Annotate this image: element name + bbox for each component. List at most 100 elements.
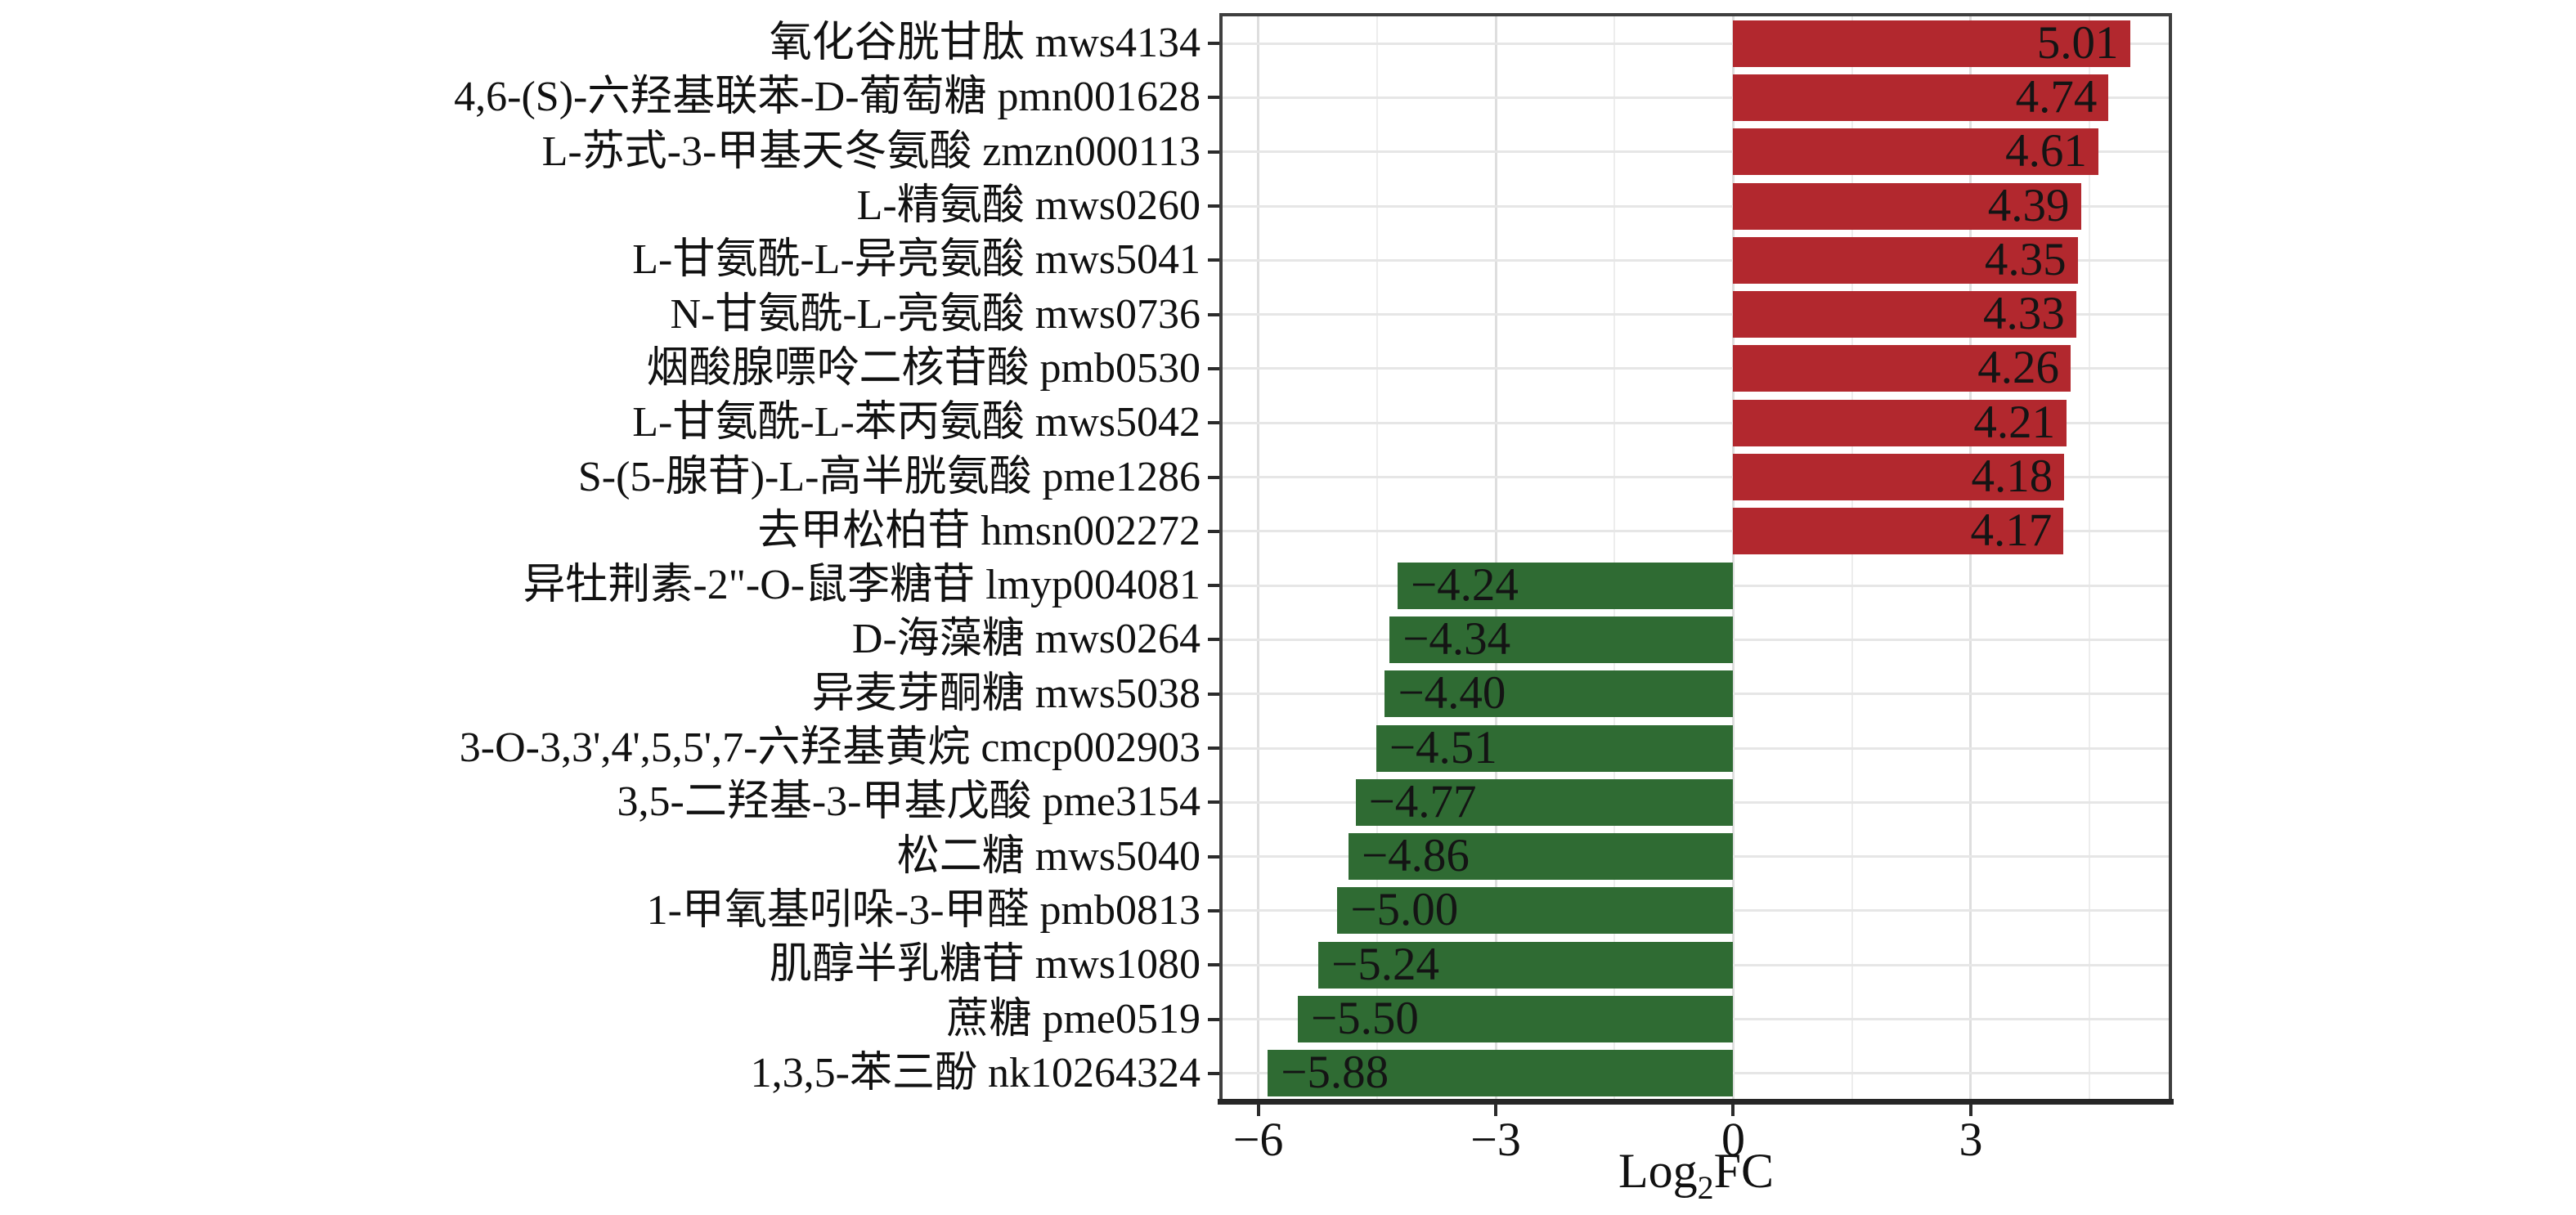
- bar-value-label: 4.35: [1984, 233, 2067, 285]
- y-axis-tick-mark: [1208, 692, 1219, 696]
- y-axis-label: L-甘氨酰-L-异亮氨酸 mws5041: [632, 236, 1200, 284]
- x-axis-tick-mark: [1968, 1104, 1972, 1116]
- y-axis-label: 3-O-3,3',4',5,5',7-六羟基黄烷 cmcp002903: [459, 724, 1200, 772]
- horizontal-gridline: [1223, 204, 2169, 208]
- bar-value-label: −4.34: [1402, 612, 1511, 665]
- bar-negative: −4.86: [1348, 830, 1734, 882]
- bar-positive: 4.35: [1733, 233, 2078, 285]
- x-axis-tick-label: −3: [1470, 1113, 1521, 1166]
- bar-negative: −4.77: [1355, 775, 1734, 827]
- y-axis-tick-mark: [1208, 150, 1219, 154]
- x-axis-tick-label: 3: [1959, 1113, 1983, 1166]
- horizontal-gridline: [1223, 42, 2169, 45]
- bar-positive: 4.26: [1733, 342, 2071, 394]
- y-axis-tick-mark: [1208, 800, 1219, 805]
- y-axis-tick-mark: [1208, 746, 1219, 751]
- y-axis-label: 1-甲氧基吲哚-3-甲醛 pmb0813: [646, 886, 1200, 934]
- y-axis-tick-mark: [1208, 854, 1219, 859]
- horizontal-gridline: [1223, 530, 2169, 533]
- bar-value-label: 4.17: [1970, 504, 2053, 557]
- y-axis-label: 松二糖 mws5040: [896, 832, 1200, 880]
- bar-negative: −5.88: [1268, 1047, 1734, 1099]
- bar-positive: 4.61: [1733, 125, 2098, 177]
- horizontal-gridline: [1223, 150, 2169, 154]
- major-vertical-gridline: [1494, 16, 1497, 1101]
- y-axis-tick-mark: [1208, 366, 1219, 370]
- horizontal-gridline: [1223, 421, 2169, 424]
- bar-value-label: −4.40: [1398, 667, 1506, 720]
- y-axis-label: 3,5-二羟基-3-甲基戊酸 pme3154: [617, 778, 1200, 826]
- x-axis-tick-label: 0: [1721, 1113, 1745, 1166]
- y-axis-tick-mark: [1208, 908, 1219, 912]
- y-axis-tick-mark: [1208, 1017, 1219, 1021]
- minor-vertical-gridline: [1376, 16, 1378, 1101]
- bar-negative: −5.00: [1337, 884, 1734, 936]
- bar-negative: −4.40: [1384, 667, 1734, 720]
- y-axis-tick-mark: [1208, 258, 1219, 262]
- bar-value-label: −5.50: [1310, 993, 1419, 1045]
- horizontal-gridline: [1223, 96, 2169, 99]
- bar-negative: −4.24: [1397, 558, 1734, 611]
- bar-positive: 4.18: [1733, 451, 2065, 503]
- bar-value-label: 4.26: [1977, 342, 2059, 394]
- y-axis-tick-mark: [1208, 312, 1219, 316]
- bar-negative: −4.51: [1376, 721, 1734, 773]
- y-axis-label: 异麦芽酮糖 mws5038: [811, 670, 1200, 717]
- minor-vertical-gridline: [1851, 16, 1853, 1101]
- y-axis-label: L-苏式-3-甲基天冬氨酸 zmzn000113: [541, 128, 1200, 175]
- y-axis-tick-mark: [1208, 42, 1219, 46]
- y-axis-label: S-(5-腺苷)-L-高半胱氨酸 pme1286: [577, 453, 1200, 500]
- bar-value-label: −4.51: [1389, 721, 1497, 773]
- bar-positive: 4.33: [1733, 288, 2076, 340]
- x-axis-title-subscript: 2: [1697, 1169, 1714, 1206]
- bar-value-label: 4.61: [2005, 125, 2087, 177]
- y-axis-label: D-海藻糖 mws0264: [851, 616, 1200, 663]
- y-axis-tick-mark: [1208, 529, 1219, 533]
- bar-negative: −5.24: [1318, 938, 1734, 990]
- bar-value-label: −5.88: [1281, 1047, 1389, 1099]
- bar-value-label: 4.18: [1971, 451, 2053, 503]
- y-axis-label: 烟酸腺嘌呤二核苷酸 pmb0530: [646, 344, 1200, 392]
- y-axis-tick-mark: [1208, 96, 1219, 100]
- minor-vertical-gridline: [1613, 16, 1616, 1101]
- bar-value-label: 4.21: [1973, 396, 2056, 448]
- y-axis-tick-mark: [1208, 204, 1219, 208]
- x-axis-tick-mark: [1494, 1104, 1498, 1116]
- x-axis-tick-mark: [1256, 1104, 1260, 1116]
- bar-value-label: −4.24: [1410, 558, 1519, 611]
- y-axis-tick-mark: [1208, 638, 1219, 642]
- x-axis-title: Log2FC: [1533, 1138, 1860, 1204]
- major-vertical-gridline: [1969, 16, 1972, 1101]
- minor-vertical-gridline: [2089, 16, 2091, 1101]
- x-axis-tick-label: −6: [1232, 1113, 1284, 1166]
- x-axis-title-tail: FC: [1713, 1144, 1775, 1198]
- bar-value-label: −5.00: [1350, 884, 1459, 936]
- bar-value-label: 4.74: [2015, 70, 2098, 123]
- bar-positive: 4.21: [1733, 396, 2067, 448]
- y-axis-label: N-甘氨酰-L-亮氨酸 mws0736: [670, 290, 1200, 338]
- bar-positive: 5.01: [1733, 20, 2130, 67]
- y-axis-label: 4,6-(S)-六羟基联苯-D-葡萄糖 pmn001628: [454, 74, 1200, 121]
- y-axis-tick-mark: [1208, 1071, 1219, 1075]
- y-axis-tick-mark: [1208, 584, 1219, 588]
- y-axis-tick-mark: [1208, 963, 1219, 967]
- x-axis-title-main: Log: [1618, 1144, 1698, 1198]
- bar-negative: −4.34: [1389, 612, 1734, 665]
- bar-positive: 4.74: [1733, 70, 2109, 123]
- x-axis-tick-mark: [1731, 1104, 1735, 1116]
- bar-value-label: −4.86: [1361, 830, 1470, 882]
- x-axis-line: [1218, 1099, 2174, 1105]
- y-axis-label: L-精氨酸 mws0260: [856, 182, 1200, 230]
- bar-value-label: −5.24: [1331, 938, 1440, 990]
- major-vertical-gridline: [1731, 16, 1735, 1101]
- y-axis-label: 蔗糖 pme0519: [946, 995, 1200, 1042]
- bar-value-label: −4.77: [1368, 775, 1477, 827]
- major-vertical-gridline: [1257, 16, 1260, 1101]
- bar-value-label: 4.33: [1982, 288, 2065, 340]
- bar-positive: 4.39: [1733, 182, 2081, 230]
- bar-positive: 4.17: [1733, 504, 2064, 557]
- y-axis-label: 异牡荆素-2"-O-鼠李糖苷 lmyp004081: [523, 562, 1200, 609]
- horizontal-gridline: [1223, 476, 2169, 479]
- y-axis-tick-mark: [1208, 421, 1219, 425]
